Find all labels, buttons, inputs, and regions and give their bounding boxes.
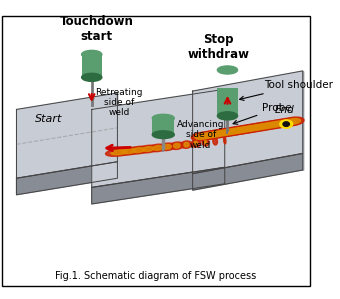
Ellipse shape	[217, 128, 241, 136]
Ellipse shape	[227, 126, 252, 135]
Ellipse shape	[259, 123, 274, 129]
Ellipse shape	[221, 129, 236, 135]
Text: Touchdown
start: Touchdown start	[59, 15, 133, 43]
Ellipse shape	[213, 138, 218, 145]
Ellipse shape	[242, 126, 258, 132]
Ellipse shape	[170, 142, 184, 150]
Ellipse shape	[184, 142, 189, 147]
Ellipse shape	[222, 127, 246, 135]
Ellipse shape	[181, 141, 192, 148]
Polygon shape	[17, 162, 117, 195]
Ellipse shape	[142, 147, 154, 151]
Ellipse shape	[163, 144, 171, 149]
Text: Tool shoulder: Tool shoulder	[240, 80, 333, 100]
Ellipse shape	[116, 147, 141, 155]
Ellipse shape	[121, 149, 136, 154]
Ellipse shape	[152, 131, 174, 138]
Ellipse shape	[205, 140, 206, 145]
Ellipse shape	[153, 146, 163, 150]
Ellipse shape	[287, 118, 300, 124]
Ellipse shape	[277, 118, 299, 126]
Text: Advancing
side of
weld: Advancing side of weld	[177, 120, 224, 150]
Ellipse shape	[249, 122, 273, 131]
Ellipse shape	[106, 148, 133, 156]
Polygon shape	[193, 71, 303, 174]
Ellipse shape	[205, 132, 220, 138]
FancyBboxPatch shape	[152, 118, 174, 135]
Ellipse shape	[211, 131, 225, 137]
Ellipse shape	[197, 131, 218, 140]
Text: End: End	[275, 105, 295, 115]
Ellipse shape	[173, 144, 180, 148]
Ellipse shape	[149, 144, 167, 152]
Ellipse shape	[138, 145, 158, 153]
Polygon shape	[17, 93, 117, 178]
Ellipse shape	[226, 128, 242, 134]
Ellipse shape	[243, 123, 268, 132]
Ellipse shape	[200, 133, 214, 138]
Ellipse shape	[216, 130, 231, 136]
Ellipse shape	[111, 150, 128, 155]
Ellipse shape	[217, 66, 238, 74]
Text: Start: Start	[35, 114, 62, 124]
Ellipse shape	[255, 121, 278, 130]
Ellipse shape	[232, 127, 248, 133]
Ellipse shape	[82, 73, 102, 81]
Text: Fig.1. Schematic diagram of FSW process: Fig.1. Schematic diagram of FSW process	[55, 271, 257, 281]
Ellipse shape	[237, 126, 253, 132]
Text: Stop
withdraw: Stop withdraw	[187, 33, 249, 61]
Ellipse shape	[265, 122, 279, 128]
Ellipse shape	[283, 117, 304, 126]
Ellipse shape	[280, 120, 293, 128]
Text: Retreating
side of
weld: Retreating side of weld	[96, 88, 143, 118]
Ellipse shape	[238, 124, 263, 133]
Ellipse shape	[195, 134, 209, 139]
Ellipse shape	[127, 146, 150, 154]
Ellipse shape	[272, 119, 294, 127]
Ellipse shape	[191, 132, 212, 141]
Polygon shape	[92, 167, 225, 204]
Ellipse shape	[270, 121, 285, 127]
Ellipse shape	[248, 125, 264, 130]
Ellipse shape	[212, 129, 235, 137]
Ellipse shape	[202, 130, 224, 139]
Ellipse shape	[202, 139, 209, 146]
Ellipse shape	[82, 50, 102, 58]
Ellipse shape	[260, 120, 284, 129]
Ellipse shape	[159, 143, 175, 151]
Polygon shape	[193, 153, 303, 190]
Ellipse shape	[207, 129, 229, 138]
Text: Probe: Probe	[233, 103, 292, 124]
Ellipse shape	[217, 112, 238, 120]
Ellipse shape	[266, 120, 289, 128]
FancyBboxPatch shape	[217, 88, 238, 116]
Ellipse shape	[253, 124, 269, 129]
FancyBboxPatch shape	[82, 54, 102, 77]
Ellipse shape	[132, 148, 145, 152]
Ellipse shape	[276, 120, 290, 126]
Ellipse shape	[281, 119, 295, 125]
Ellipse shape	[283, 122, 289, 126]
Ellipse shape	[191, 140, 201, 147]
Ellipse shape	[152, 114, 174, 122]
Ellipse shape	[223, 137, 226, 144]
Polygon shape	[92, 89, 225, 187]
Ellipse shape	[232, 125, 258, 134]
Ellipse shape	[194, 141, 198, 146]
